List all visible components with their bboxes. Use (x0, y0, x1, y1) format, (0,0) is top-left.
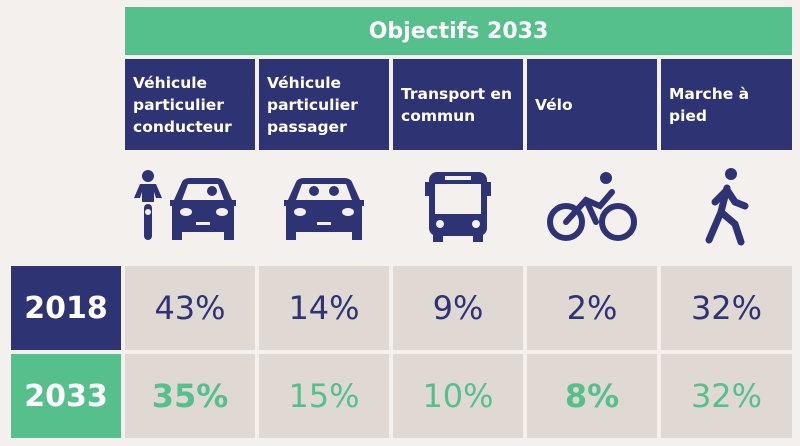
header-passenger: Véhicule particulier passager (259, 59, 389, 150)
value-2018-driver: 43% (125, 266, 255, 350)
year-2018-label: 2018 (11, 266, 121, 350)
value-2018-bike: 2% (527, 266, 657, 350)
header-bike: Vélo (527, 59, 657, 150)
bus-icon (393, 165, 523, 247)
header-driver: Véhicule particulier conducteur (125, 59, 255, 150)
header-public-transport: Transport en commun (393, 59, 523, 150)
value-2033-driver: 35% (125, 354, 255, 438)
value-2033-public-transport: 10% (393, 354, 523, 438)
value-2018-public-transport: 9% (393, 266, 523, 350)
objectives-title: Objectifs 2033 (125, 7, 792, 55)
year-2033-label: 2033 (11, 354, 121, 438)
car-passengers-icon (259, 165, 389, 247)
pedestrian-icon (661, 165, 792, 247)
value-2033-passenger: 15% (259, 354, 389, 438)
value-2033-bike: 8% (527, 354, 657, 438)
motorbike-and-car-icon (125, 165, 255, 247)
value-2018-passenger: 14% (259, 266, 389, 350)
value-2033-walking: 32% (661, 354, 792, 438)
cyclist-icon (527, 165, 657, 247)
header-walking: Marche à pied (661, 59, 792, 150)
value-2018-walking: 32% (661, 266, 792, 350)
